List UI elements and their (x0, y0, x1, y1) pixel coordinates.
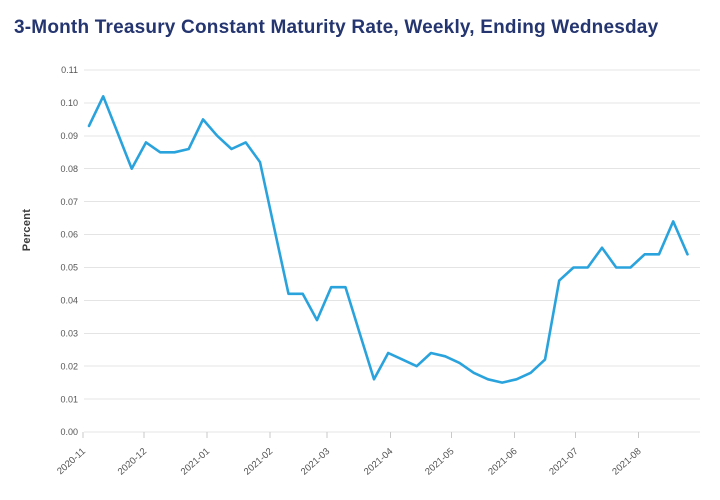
svg-text:0.01: 0.01 (60, 394, 78, 404)
svg-text:0.11: 0.11 (61, 65, 78, 75)
svg-text:2021-06: 2021-06 (486, 446, 519, 478)
svg-text:2021-01: 2021-01 (179, 446, 212, 478)
y-tick-labels: 0.00 0.01 0.02 0.03 0.04 0.05 0.06 0.07 0.08 0.09… (60, 65, 78, 437)
svg-text:2021-07: 2021-07 (547, 446, 580, 478)
svg-text:2021-02: 2021-02 (242, 446, 275, 478)
svg-text:0.05: 0.05 (60, 263, 78, 273)
svg-text:2020-12: 2020-12 (116, 446, 149, 478)
line-chart: 0.00 0.01 0.02 0.03 0.04 0.05 0.06 0.07 0.08 0.09… (55, 65, 700, 478)
svg-text:0.04: 0.04 (60, 296, 78, 306)
chart-title: 3-Month Treasury Constant Maturity Rate,… (14, 17, 659, 38)
svg-text:0.08: 0.08 (60, 164, 78, 174)
svg-text:0.10: 0.10 (60, 98, 78, 108)
svg-text:2021-08: 2021-08 (610, 446, 643, 478)
svg-text:2021-05: 2021-05 (423, 446, 456, 478)
svg-text:2020-11: 2020-11 (55, 446, 88, 477)
svg-text:2021-04: 2021-04 (362, 446, 395, 478)
svg-text:0.07: 0.07 (60, 197, 78, 207)
svg-text:0.02: 0.02 (60, 361, 78, 371)
svg-text:0.00: 0.00 (60, 427, 78, 437)
svg-text:0.03: 0.03 (60, 329, 78, 339)
svg-text:0.09: 0.09 (60, 131, 78, 141)
svg-text:0.06: 0.06 (60, 230, 78, 240)
y-gridlines (84, 69, 700, 433)
x-tick-labels: 2020-11 2020-12 2021-01 2021-02 2021-03 2021-… (55, 432, 644, 478)
series-line (87, 94, 689, 384)
svg-text:2021-03: 2021-03 (299, 446, 332, 478)
